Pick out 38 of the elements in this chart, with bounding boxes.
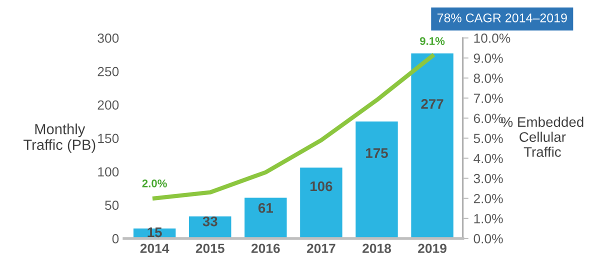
y-tick-label: 200 [98,100,119,110]
x-tick-label: 2018 [362,244,392,254]
x-tick-label: 2014 [140,244,170,254]
y2-tick-label: 6.0% [474,114,503,124]
y2-tick-label: 0.0% [474,234,503,244]
y-tick-label: 100 [98,167,119,177]
data-label: 277 [421,99,444,109]
bar [356,122,398,238]
data-label: 9.1% [420,37,445,45]
y2-tick-label: 9.0% [474,54,503,63]
data-label: 61 [258,203,273,213]
y-tick-label: 250 [98,66,119,76]
y-axis-title: Monthly Traffic (PB) [24,124,96,153]
text: 78% CAGR 2014–2019 [437,13,567,22]
x-tick-label: 2015 [196,244,224,254]
y2-tick-label: 7.0% [474,94,503,104]
y2-tick-label: 5.0% [474,134,503,144]
data-label: 106 [310,181,332,192]
bar [244,198,287,238]
y-tick-label: 150 [98,134,119,144]
bar [300,168,342,238]
y-tick-label: 50 [105,200,119,210]
y-tick-label: 300 [98,34,119,43]
data-label: 175 [366,148,388,158]
x-tick-label: 2019 [418,244,446,254]
bar [411,53,454,238]
y2-tick-label: 10.0% [474,34,510,43]
y2-tick-label: 1.0% [474,214,503,224]
y2-tick-label: 2.0% [474,194,503,204]
y2-tick-label: 8.0% [474,74,503,83]
y2-tick-label: 3.0% [474,174,503,184]
x-tick-label: 2016 [251,244,280,254]
data-label: 33 [202,216,218,226]
data-label: 2.0% [142,180,167,188]
x-tick-label: 2017 [306,244,336,254]
y-tick-label: 0 [112,234,119,244]
y2-tick-label: 4.0% [474,154,503,164]
data-label: 15 [148,228,162,238]
